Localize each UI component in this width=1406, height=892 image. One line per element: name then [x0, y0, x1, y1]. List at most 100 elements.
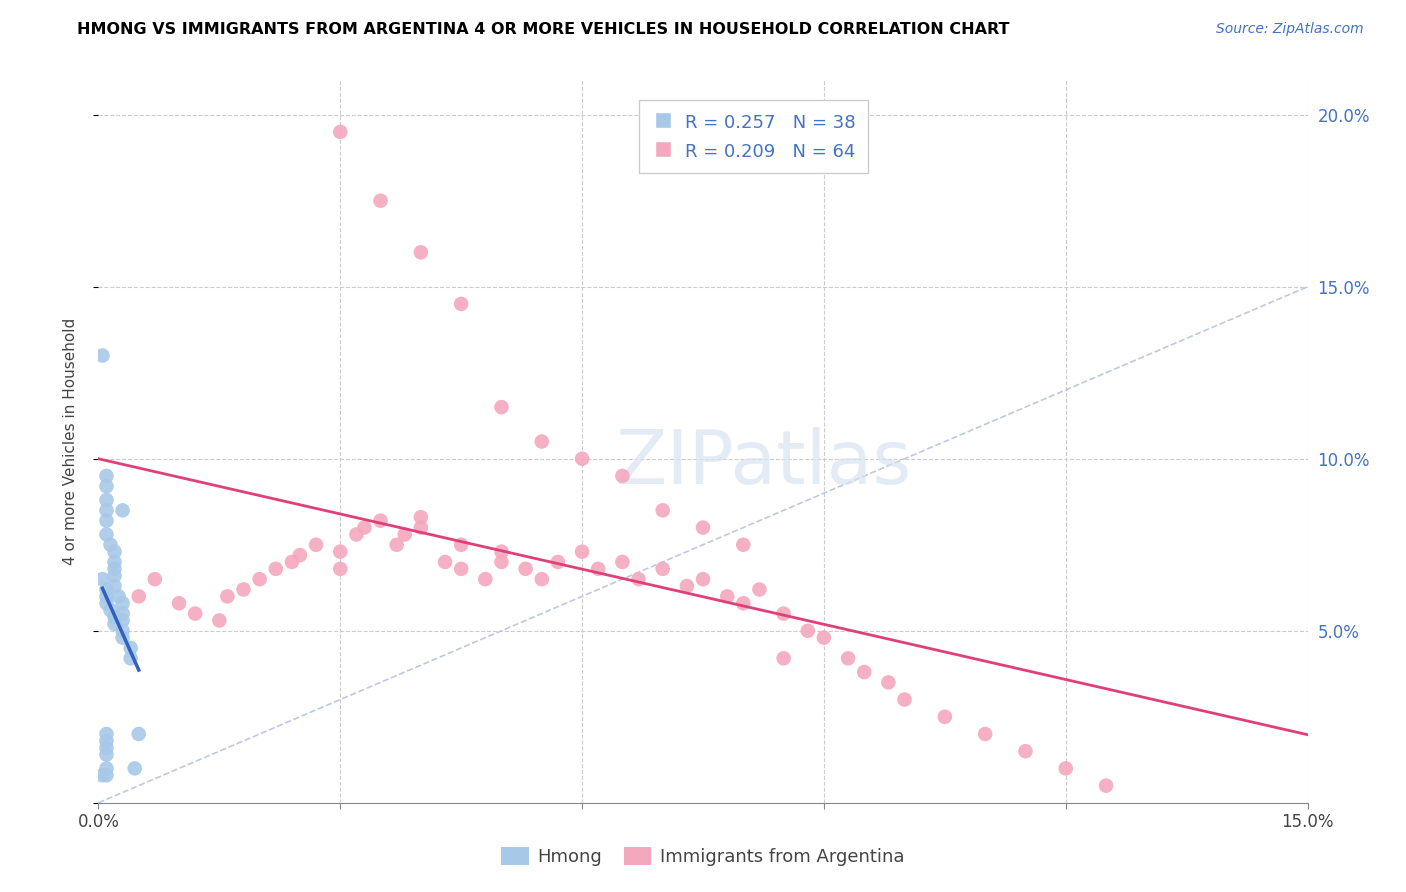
Point	[111, 614, 134, 628]
Point	[571, 544, 593, 558]
Point	[1014, 744, 1036, 758]
Point	[853, 665, 876, 679]
Point	[877, 675, 900, 690]
Point	[491, 544, 513, 558]
Point	[748, 582, 770, 597]
Point	[100, 603, 122, 617]
Point	[103, 562, 125, 576]
Point	[96, 734, 118, 748]
Point	[111, 624, 134, 638]
Point	[111, 607, 134, 621]
Point	[394, 527, 416, 541]
Point	[651, 562, 673, 576]
Point	[1095, 779, 1118, 793]
Point	[249, 572, 271, 586]
Point	[515, 562, 537, 576]
Point	[208, 614, 231, 628]
Text: ZIPatlas: ZIPatlas	[616, 426, 911, 500]
Point	[329, 562, 352, 576]
Point	[111, 503, 134, 517]
Point	[893, 692, 915, 706]
Point	[96, 768, 118, 782]
Point	[772, 651, 794, 665]
Point	[385, 538, 408, 552]
Point	[772, 607, 794, 621]
Point	[107, 590, 129, 604]
Point	[409, 520, 432, 534]
Point	[111, 596, 134, 610]
Point	[612, 555, 634, 569]
Point	[530, 572, 553, 586]
Point	[124, 761, 146, 775]
Point	[288, 548, 311, 562]
Point	[344, 527, 367, 541]
Point	[733, 538, 755, 552]
Point	[974, 727, 997, 741]
Point	[692, 572, 714, 586]
Point	[491, 555, 513, 569]
Point	[103, 616, 125, 631]
Point	[837, 651, 859, 665]
Point	[474, 572, 496, 586]
Point	[530, 434, 553, 449]
Point	[128, 590, 150, 604]
Point	[103, 579, 125, 593]
Point	[120, 651, 142, 665]
Point	[353, 520, 375, 534]
Point	[120, 640, 142, 655]
Point	[96, 514, 118, 528]
Point	[409, 245, 432, 260]
Point	[547, 555, 569, 569]
Point	[128, 727, 150, 741]
Point	[716, 590, 738, 604]
Point	[813, 631, 835, 645]
Point	[103, 544, 125, 558]
Point	[103, 610, 125, 624]
Point	[184, 607, 207, 621]
Y-axis label: 4 or more Vehicles in Household: 4 or more Vehicles in Household	[63, 318, 77, 566]
Point	[370, 194, 392, 208]
Point	[217, 590, 239, 604]
Point	[96, 582, 118, 597]
Legend: Hmong, Immigrants from Argentina: Hmong, Immigrants from Argentina	[494, 839, 912, 873]
Point	[934, 710, 956, 724]
Point	[100, 538, 122, 552]
Point	[96, 740, 118, 755]
Point	[733, 596, 755, 610]
Point	[409, 510, 432, 524]
Point	[96, 493, 118, 508]
Point	[434, 555, 457, 569]
Point	[491, 400, 513, 414]
Text: Source: ZipAtlas.com: Source: ZipAtlas.com	[1216, 22, 1364, 37]
Point	[305, 538, 328, 552]
Point	[450, 538, 472, 552]
Point	[797, 624, 820, 638]
Point	[103, 555, 125, 569]
Point	[96, 596, 118, 610]
Point	[450, 562, 472, 576]
Point	[612, 469, 634, 483]
Point	[96, 527, 118, 541]
Point	[96, 747, 118, 762]
Point	[370, 514, 392, 528]
Point	[96, 590, 118, 604]
Point	[91, 572, 114, 586]
Point	[450, 297, 472, 311]
Point	[676, 579, 699, 593]
Point	[232, 582, 254, 597]
Point	[281, 555, 304, 569]
Point	[96, 761, 118, 775]
Text: HMONG VS IMMIGRANTS FROM ARGENTINA 4 OR MORE VEHICLES IN HOUSEHOLD CORRELATION C: HMONG VS IMMIGRANTS FROM ARGENTINA 4 OR …	[77, 22, 1010, 37]
Point	[96, 503, 118, 517]
Point	[651, 503, 673, 517]
Point	[329, 125, 352, 139]
Point	[627, 572, 650, 586]
Point	[1054, 761, 1077, 775]
Point	[96, 469, 118, 483]
Point	[96, 479, 118, 493]
Point	[571, 451, 593, 466]
Point	[264, 562, 287, 576]
Point	[111, 631, 134, 645]
Point	[167, 596, 190, 610]
Point	[91, 349, 114, 363]
